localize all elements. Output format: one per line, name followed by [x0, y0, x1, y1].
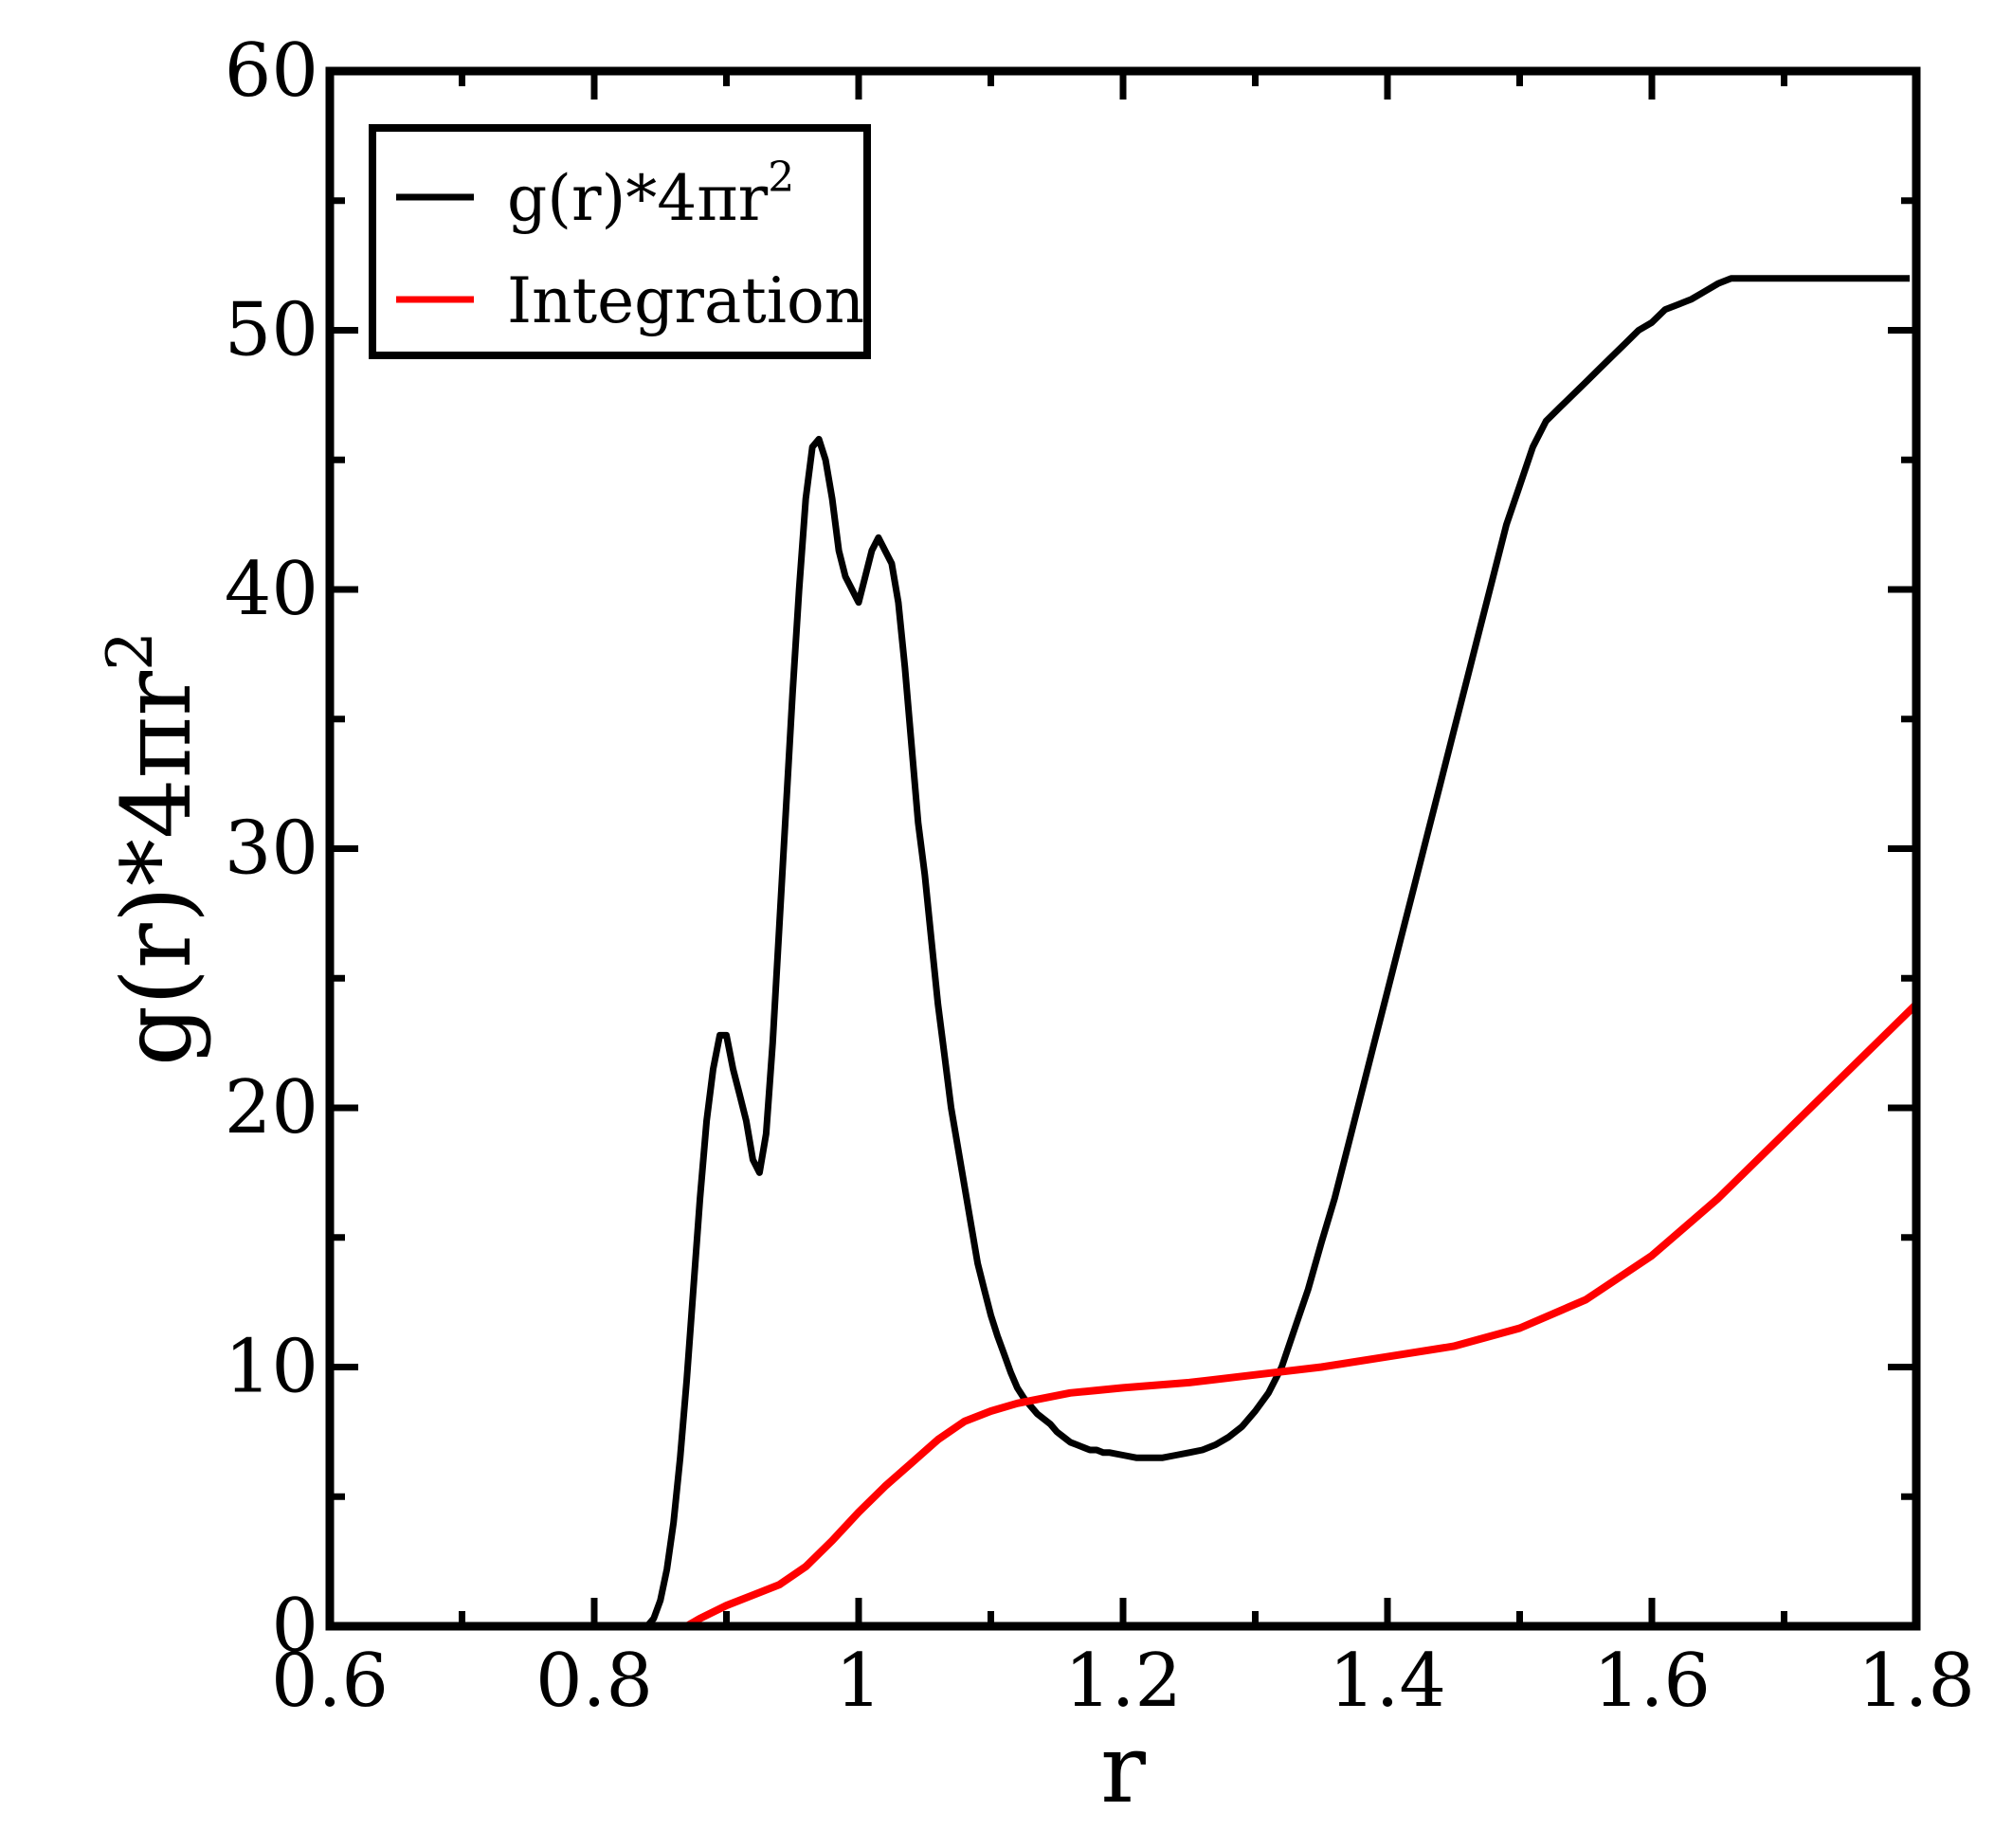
y-tick-label: 60 — [225, 28, 318, 114]
x-tick-label: 0.8 — [535, 1639, 653, 1724]
x-tick-label: 0.6 — [271, 1639, 389, 1724]
x-tick-label: 1.6 — [1593, 1639, 1711, 1724]
x-tick-label: 1.8 — [1858, 1639, 1975, 1724]
y-tick-label: 40 — [225, 547, 318, 632]
y-tick-label: 20 — [225, 1065, 318, 1150]
legend-label-series-0-base: g(r)*4πr — [507, 162, 769, 235]
y-tick-label: 50 — [225, 288, 318, 373]
axis-tick-labels: 0.6 0.8 1 1.2 1.4 1.6 1.8 0 10 20 30 40 50 60 — [225, 28, 1975, 1724]
series-line-1 — [684, 1001, 1919, 1630]
series-line-0 — [644, 275, 1910, 1629]
x-tick-label: 1.4 — [1329, 1639, 1446, 1724]
y-axis-label: g(r)*4πr2 — [94, 631, 212, 1066]
legend: g(r)*4πr2 Integration — [369, 124, 871, 359]
y-tick-label: 0 — [271, 1584, 318, 1669]
legend-label-series-1: Integration — [507, 264, 864, 337]
x-tick-label: 1.2 — [1064, 1639, 1182, 1724]
y-axis-label-sup: 2 — [94, 631, 167, 671]
y-tick-label: 30 — [225, 806, 318, 892]
y-axis-label-base: g(r)*4πr — [101, 671, 212, 1066]
x-tick-label: 1 — [835, 1639, 882, 1724]
y-tick-label: 10 — [225, 1325, 318, 1410]
x-axis-label: r — [1100, 1713, 1146, 1824]
plot-frame — [325, 66, 1921, 1631]
legend-label-series-0-sup: 2 — [768, 154, 794, 202]
plot-area — [644, 275, 1919, 1630]
legend-box — [369, 124, 871, 359]
legend-label-series-0: g(r)*4πr2 — [507, 154, 794, 235]
